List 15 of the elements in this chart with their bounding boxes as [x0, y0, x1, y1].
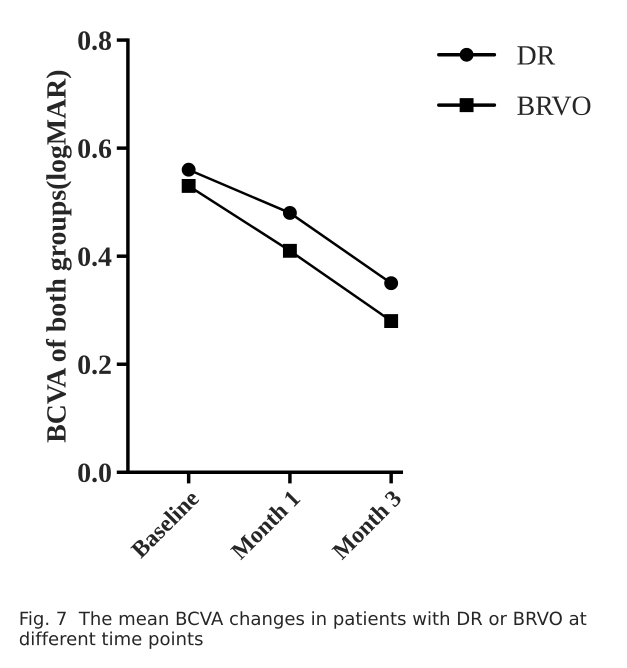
- y-axis-title: BCVA of both groups(logMAR): [46, 70, 72, 442]
- y-tick-label: 0.6: [78, 139, 112, 158]
- point: [182, 162, 196, 177]
- y-tick-label: 0.0: [78, 463, 111, 482]
- legend-label: BRVO: [517, 96, 590, 116]
- y-tick-label: 0.4: [78, 247, 112, 266]
- legend-label: DR: [517, 46, 556, 65]
- point: [384, 314, 398, 328]
- caption: Fig. 7 The mean BCVA changes in patients with DR or BRVO at different time points: [20, 611, 586, 649]
- y-tick-label: 0.8: [78, 31, 112, 50]
- point: [282, 206, 297, 220]
- y-tick-label: 0.2: [78, 355, 111, 374]
- point: [384, 276, 398, 290]
- point: [182, 179, 196, 193]
- point: [282, 244, 297, 258]
